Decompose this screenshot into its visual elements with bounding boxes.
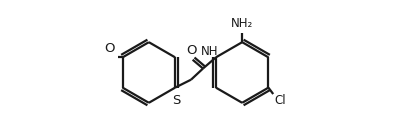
- Text: O: O: [105, 42, 115, 55]
- Text: NH: NH: [201, 45, 218, 58]
- Text: S: S: [172, 94, 180, 107]
- Text: Cl: Cl: [274, 94, 286, 107]
- Text: NH₂: NH₂: [231, 17, 253, 30]
- Text: O: O: [186, 44, 196, 57]
